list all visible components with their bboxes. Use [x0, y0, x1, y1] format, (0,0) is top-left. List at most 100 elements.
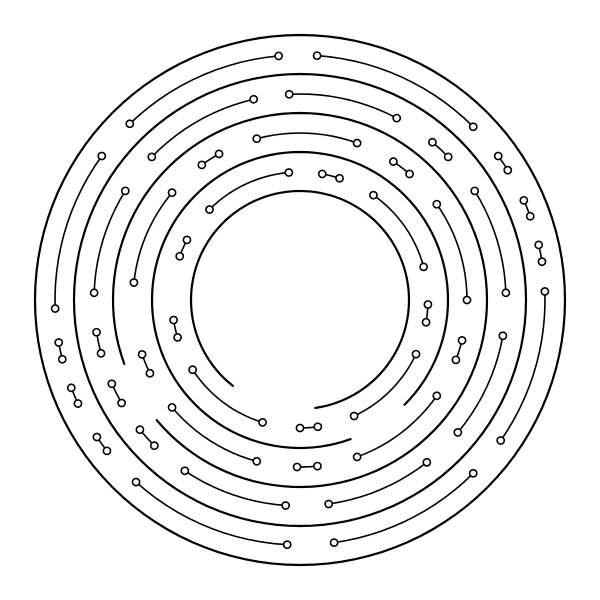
segment-41-node-1 [170, 316, 177, 323]
segment-17-node-0 [499, 332, 506, 339]
segment-40-node-1 [189, 366, 196, 373]
segment-0-node-0 [52, 305, 59, 312]
segment-40-node-0 [259, 419, 266, 426]
segment-16-node-1 [502, 289, 509, 296]
segment-29-node-1 [354, 453, 361, 460]
segment-8-node-1 [132, 478, 139, 485]
segment-27-node-0 [433, 201, 440, 208]
segment-23-node-0 [130, 279, 137, 286]
segment-23-node-1 [168, 189, 175, 196]
segment-33-node-1 [183, 236, 190, 243]
segment-30-node-0 [314, 462, 321, 469]
segment-26-node-0 [390, 158, 397, 165]
segment-27-node-1 [463, 296, 470, 303]
segment-40 [193, 370, 263, 423]
segment-41-node-0 [174, 334, 181, 341]
segment-36 [373, 195, 423, 267]
segment-37-node-1 [422, 319, 429, 326]
ring-4 [191, 191, 409, 408]
ring-0 [35, 35, 565, 565]
segment-7 [334, 473, 473, 542]
segment-38-node-0 [412, 351, 419, 358]
segment-32-node-0 [146, 370, 153, 377]
segment-9-node-1 [93, 433, 100, 440]
segment-8-node-0 [284, 541, 291, 548]
segment-22-node-1 [93, 329, 100, 336]
segment-38 [354, 354, 416, 416]
segment-13-node-1 [250, 96, 257, 103]
segment-25-node-0 [253, 135, 260, 142]
segment-1-node-1 [275, 52, 282, 59]
ring-1 [74, 74, 526, 526]
segment-26-node-1 [406, 170, 413, 177]
segment-20-node-0 [151, 442, 158, 449]
segment-12-node-1 [122, 187, 129, 194]
segment-7-node-0 [470, 470, 477, 477]
segment-24-node-1 [215, 150, 222, 157]
segment-0-node-1 [98, 152, 105, 159]
segment-33-node-0 [176, 253, 183, 260]
segment-18-node-0 [423, 459, 430, 466]
segment-34-node-1 [285, 169, 292, 176]
segment-11-node-1 [55, 339, 62, 346]
segment-28-node-1 [452, 356, 459, 363]
segment-9-node-0 [103, 447, 110, 454]
segment-10-node-1 [68, 384, 75, 391]
segment-22-node-0 [97, 350, 104, 357]
segment-2-node-0 [313, 52, 320, 59]
segment-3-node-1 [504, 167, 511, 174]
segment-14 [289, 94, 396, 118]
segment-25-node-1 [354, 139, 361, 146]
segment-15-node-1 [445, 153, 452, 160]
segment-16-node-0 [471, 187, 478, 194]
segment-7-node-1 [331, 539, 338, 546]
segment-30-node-1 [293, 463, 300, 470]
segment-6-node-1 [497, 437, 504, 444]
segment-28-node-0 [458, 337, 465, 344]
segment-14-node-0 [286, 91, 293, 98]
segment-36-node-0 [370, 192, 377, 199]
segment-27 [437, 204, 467, 300]
segment-12 [94, 191, 125, 293]
segment-3-node-0 [495, 152, 502, 159]
segment-31-node-0 [253, 458, 260, 465]
segment-4-node-0 [520, 197, 527, 204]
radial-diagram [0, 0, 600, 600]
segment-10-node-0 [74, 400, 81, 407]
segment-31-node-1 [168, 404, 175, 411]
segment-24-node-0 [198, 161, 205, 168]
segment-29-node-0 [433, 392, 440, 399]
segment-21-node-0 [118, 399, 125, 406]
segment-14-node-1 [393, 115, 400, 122]
segment-29 [357, 396, 437, 457]
segment-18 [329, 462, 427, 504]
segment-12-node-0 [91, 289, 98, 296]
segment-35-node-1 [336, 175, 343, 182]
segment-21-node-1 [108, 380, 115, 387]
segment-25 [257, 133, 357, 143]
segment-1 [130, 56, 279, 124]
segment-34-node-0 [206, 206, 213, 213]
segment-32-node-1 [139, 351, 146, 358]
segment-5-node-0 [535, 241, 542, 248]
segment-11-node-0 [59, 356, 66, 363]
segment-6-node-0 [541, 288, 548, 295]
segment-13-node-0 [148, 153, 155, 160]
segment-17-node-1 [454, 429, 461, 436]
segment-39-node-1 [296, 424, 303, 431]
segment-2-node-1 [470, 123, 477, 130]
segment-1-node-0 [126, 120, 133, 127]
segment-36-node-1 [420, 263, 427, 270]
ring-3 [152, 152, 448, 448]
segment-20-node-1 [136, 426, 143, 433]
segment-18-node-1 [325, 500, 332, 507]
segment-15-node-0 [429, 139, 436, 146]
segment-19-node-1 [181, 467, 188, 474]
segment-39-node-0 [314, 423, 321, 430]
segment-19-node-0 [282, 502, 289, 509]
segment-4-node-1 [527, 213, 534, 220]
segment-13 [152, 99, 254, 157]
segment-16 [475, 191, 506, 293]
segment-8 [136, 482, 287, 545]
segment-5-node-1 [538, 258, 545, 265]
